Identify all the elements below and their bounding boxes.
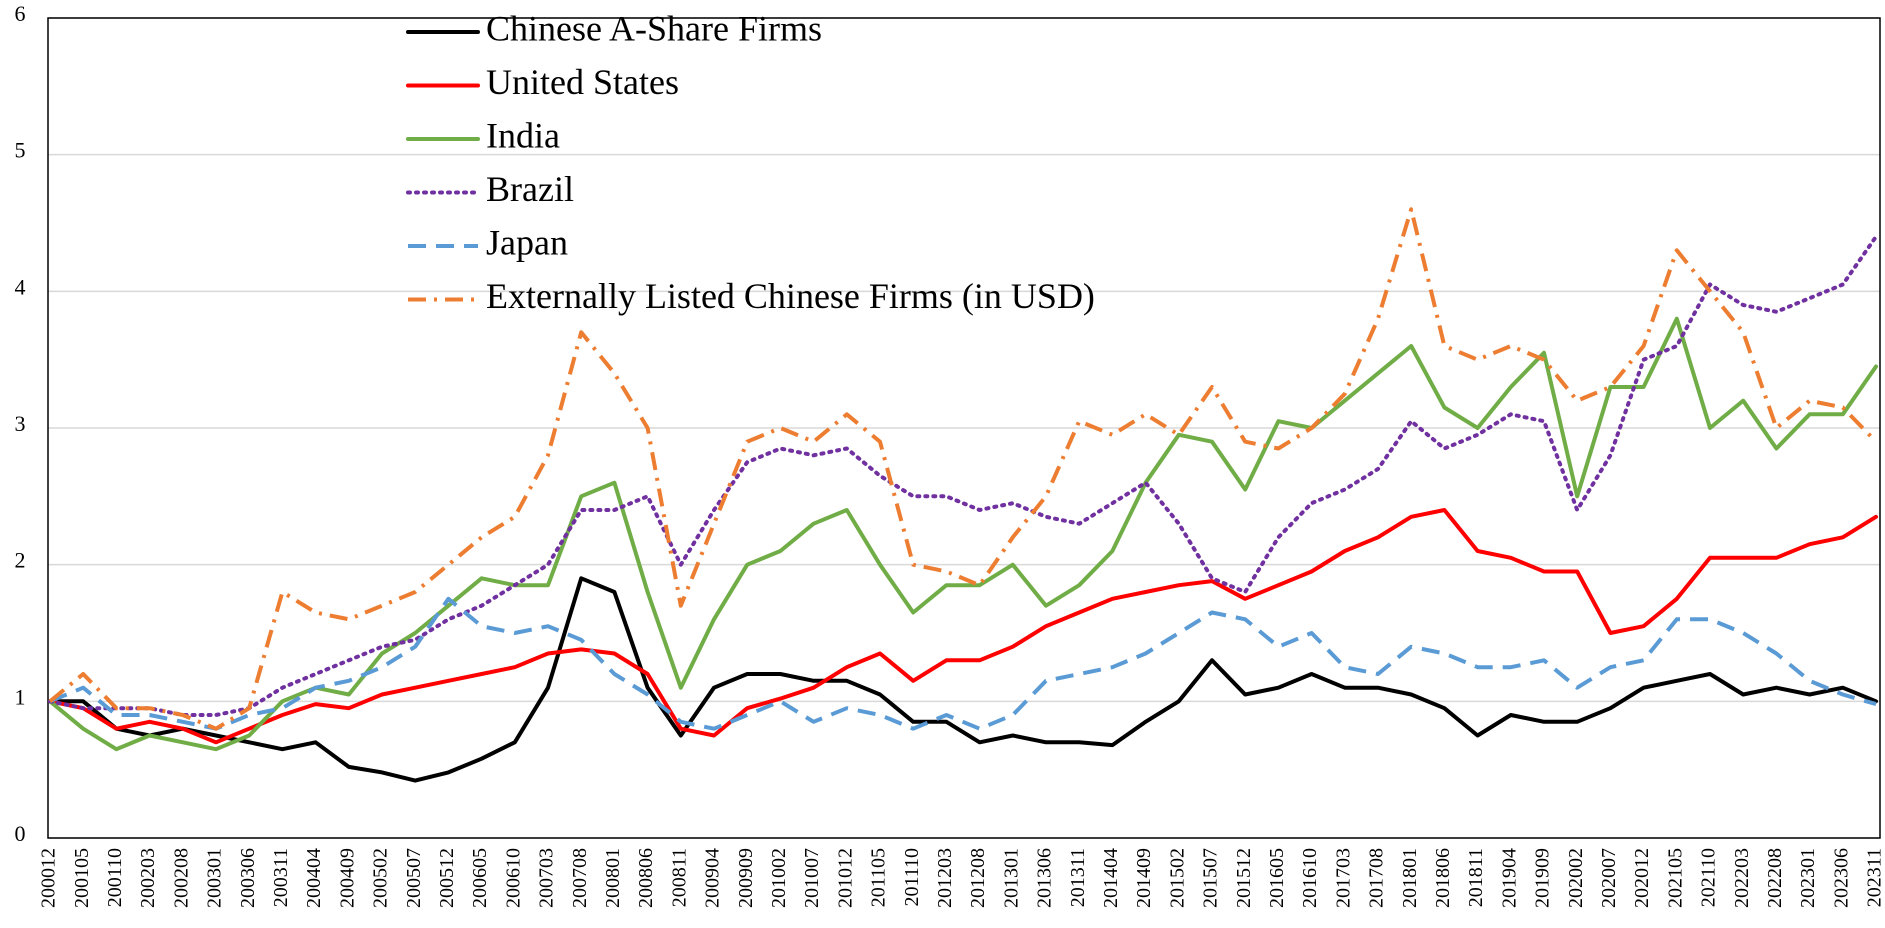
x-tick-label: 200311 [270,848,292,907]
x-tick-label: 201708 [1366,848,1388,908]
x-tick-label: 202105 [1664,848,1686,908]
series-line [48,508,1878,745]
x-tick-label: 202311 [1864,848,1885,907]
legend-label: Brazil [486,169,574,209]
y-tick-label: 3 [15,411,26,436]
y-tick-label: 2 [15,548,26,573]
x-tick-label: 201610 [1299,848,1321,908]
x-tick-label: 201801 [1399,848,1421,908]
x-tick-label: 201002 [768,848,790,908]
y-tick-label: 5 [15,138,26,163]
x-tick-label: 200904 [702,848,724,908]
y-tick-label: 6 [15,1,26,26]
x-tick-label: 201904 [1498,848,1520,908]
x-tick-label: 200801 [602,848,624,908]
plot-border [47,17,1881,839]
x-tick-label: 201409 [1133,848,1155,908]
x-tick-label: 202002 [1565,848,1587,908]
x-tick-label: 200012 [38,848,60,908]
x-tick-label: 200409 [336,848,358,908]
x-tick-label: 201909 [1532,848,1554,908]
x-tick-label: 200708 [569,848,591,908]
legend-label: India [486,115,560,155]
x-tick-label: 201605 [1266,848,1288,908]
x-tick-label: 201105 [868,848,890,907]
x-tick-label: 201301 [1000,848,1022,908]
x-tick-label: 200203 [137,848,159,908]
x-tick-label: 202208 [1764,848,1786,908]
x-tick-label: 200507 [403,848,425,908]
x-tick-label: 200806 [635,848,657,908]
x-tick-label: 200208 [170,848,192,908]
x-tick-label: 200605 [469,848,491,908]
x-tick-label: 201203 [934,848,956,908]
x-tick-label: 200610 [502,848,524,908]
x-tick-label: 201703 [1332,848,1354,908]
x-tick-label: 201507 [1200,848,1222,908]
legend-label: Externally Listed Chinese Firms (in USD) [486,276,1095,316]
series-line [48,207,1878,731]
x-tick-label: 201512 [1233,848,1255,908]
series-line [49,596,1877,731]
x-tick-label: 202306 [1830,848,1852,908]
x-tick-label: 202203 [1731,848,1753,908]
x-tick-label: 201306 [1034,848,1056,908]
x-tick-label: 201311 [1067,848,1089,907]
x-tick-label: 200502 [370,848,392,908]
x-tick-label: 201012 [834,848,856,908]
x-tick-label: 202110 [1698,848,1720,907]
x-tick-label: 200404 [303,848,325,908]
x-tick-label: 200105 [71,848,93,908]
x-tick-label: 201404 [1100,848,1122,908]
x-tick-label: 200909 [735,848,757,908]
series-line [48,234,1878,717]
y-tick-label: 1 [15,684,26,709]
x-tick-label: 201811 [1465,848,1487,907]
x-tick-label: 200811 [668,848,690,907]
legend-label: Chinese A-Share Firms [486,8,822,48]
x-tick-label: 202012 [1631,848,1653,908]
legend-label: United States [486,62,679,102]
x-tick-label: 200703 [536,848,558,908]
x-tick-label: 201208 [967,848,989,908]
x-tick-label: 202301 [1797,848,1819,908]
x-tick-label: 201007 [801,848,823,908]
x-tick-label: 201502 [1166,848,1188,908]
legend-label: Japan [486,222,568,262]
x-tick-label: 201110 [901,848,923,907]
x-tick-label: 202007 [1598,848,1620,908]
x-tick-label: 201806 [1432,848,1454,908]
series-line [48,576,1878,783]
x-tick-label: 200512 [436,848,458,908]
x-tick-label: 200110 [104,848,126,907]
series-line [48,316,1878,752]
y-tick-label: 4 [15,274,26,299]
y-tick-label: 0 [15,821,26,846]
x-tick-label: 200301 [204,848,226,908]
x-tick-label: 200306 [237,848,259,908]
